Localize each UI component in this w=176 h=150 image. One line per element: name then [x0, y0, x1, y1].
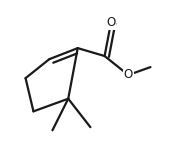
Text: O: O: [124, 69, 133, 81]
Text: O: O: [106, 16, 116, 29]
